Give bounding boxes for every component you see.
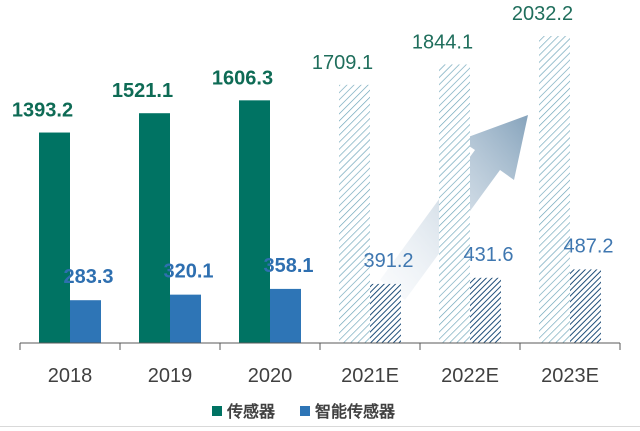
x-tick-label-2022E: 2022E [441,365,499,387]
bar-sensor-2019 [139,113,170,343]
bar-sensor-2020 [239,100,270,343]
data-label-sensor-2022E: 1844.1 [412,31,473,53]
bar-sensor-2022E [439,64,470,343]
x-tick-label-2019: 2019 [148,365,193,387]
bar-smart-sensor-2018 [70,300,101,343]
bar-smart-sensor-2021E [370,283,401,343]
data-label-smart-sensor-2021E: 391.2 [363,250,413,272]
x-tick-label-2018: 2018 [48,365,93,387]
data-label-sensor-2021E: 1709.1 [312,52,373,74]
bar-sensor-2018 [39,132,70,343]
bar-smart-sensor-2019 [170,294,201,343]
bars [39,36,601,344]
data-labels: 1393.2 283.3 1521.1 320.1 1606.3 358.1 1709.1 3… [12,3,614,288]
x-tick-label-2020: 2020 [248,365,293,387]
data-label-smart-sensor-2019: 320.1 [163,261,213,283]
x-tick-label-2021E: 2021E [341,365,399,387]
legend: 传感器 智能传感器 [212,402,396,421]
data-label-smart-sensor-2020: 358.1 [263,255,313,277]
legend-label-smart-sensor: 智能传感器 [315,402,396,421]
data-label-sensor-2020: 1606.3 [212,67,273,89]
bar-sensor-2023E [539,36,570,343]
legend-label-sensor: 传感器 [226,402,276,421]
data-label-sensor-2023E: 2032.2 [512,3,573,25]
data-label-sensor-2019: 1521.1 [112,80,173,102]
x-axis: 2018 2019 2020 2021E 2022E 2023E [19,342,621,387]
data-label-smart-sensor-2023E: 487.2 [563,235,613,257]
data-label-smart-sensor-2018: 283.3 [63,266,113,288]
bar-smart-sensor-2020 [270,288,301,343]
data-label-sensor-2018: 1393.2 [12,100,73,122]
bar-sensor-2021E [339,84,370,344]
x-tick-label-2023E: 2023E [541,365,599,387]
legend-swatch-smart-sensor [300,406,310,416]
bar-smart-sensor-2022E [470,277,501,343]
legend-swatch-sensor [212,406,222,416]
data-label-smart-sensor-2022E: 431.6 [463,244,513,266]
bar-smart-sensor-2023E [570,269,601,343]
bottom-rule [0,426,640,427]
